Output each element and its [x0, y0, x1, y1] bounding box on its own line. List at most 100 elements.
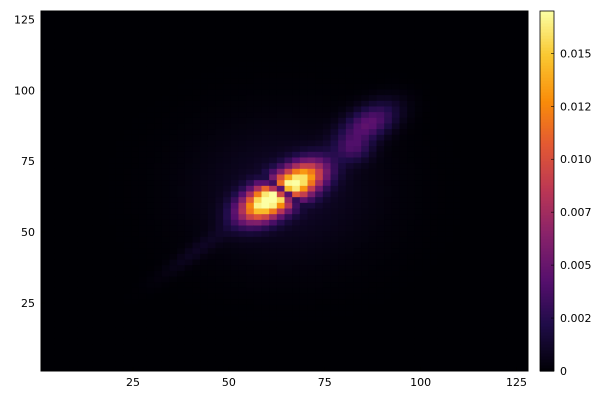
heatmap-cell — [100, 253, 109, 260]
heatmap-cell — [376, 54, 385, 62]
heatmap-cell — [422, 281, 431, 288]
colorbar-swatch — [540, 134, 554, 138]
heatmap-cell — [483, 100, 493, 107]
heatmap-cell — [368, 162, 378, 169]
heatmap-cell — [169, 26, 178, 33]
heatmap-cell — [430, 304, 439, 311]
heatmap-cell — [223, 162, 232, 169]
heatmap-cell — [353, 338, 362, 345]
heatmap-cell — [315, 105, 324, 113]
heatmap-cell — [123, 327, 132, 334]
heatmap-cell — [384, 338, 393, 345]
heatmap-cell — [284, 11, 293, 16]
heatmap-cell — [100, 344, 109, 351]
heatmap-cell — [146, 270, 155, 277]
heatmap-cell — [161, 139, 170, 147]
heatmap-cell — [54, 11, 63, 16]
heatmap-cell — [445, 213, 454, 220]
heatmap-cell — [322, 191, 332, 198]
heatmap-cell — [353, 100, 362, 107]
heatmap-cell — [85, 366, 94, 372]
heatmap-cell — [483, 77, 493, 84]
heatmap-cell — [269, 304, 278, 311]
heatmap-cell — [192, 66, 201, 73]
heatmap-cell — [422, 94, 431, 101]
heatmap-cell — [522, 349, 529, 356]
heatmap-cell — [460, 77, 470, 84]
heatmap-cell — [315, 287, 324, 294]
heatmap-cell — [353, 156, 362, 164]
heatmap-cell — [54, 20, 63, 28]
heatmap-cell — [522, 202, 529, 209]
colorbar-swatch — [540, 170, 554, 174]
heatmap-cell — [483, 276, 493, 283]
colorbar-swatch — [540, 68, 554, 72]
heatmap-cell — [414, 327, 424, 334]
heatmap-cell — [238, 355, 247, 362]
heatmap-cell — [54, 191, 63, 198]
heatmap-cell — [499, 247, 508, 254]
heatmap-cell — [506, 145, 516, 152]
heatmap-cell — [146, 145, 155, 152]
heatmap-cell — [422, 276, 431, 283]
heatmap-cell — [330, 344, 339, 351]
heatmap-cell — [407, 196, 416, 203]
heatmap-cell — [77, 185, 86, 192]
heatmap-cell — [154, 344, 163, 351]
heatmap-cell — [161, 37, 170, 45]
heatmap-cell — [422, 26, 431, 33]
heatmap-cell — [460, 122, 470, 130]
heatmap-cell — [468, 122, 477, 130]
heatmap-cell — [115, 94, 124, 101]
heatmap-cell — [41, 54, 48, 62]
heatmap-cell — [391, 83, 401, 90]
heatmap-cell — [399, 242, 408, 249]
heatmap-cell — [506, 20, 516, 28]
heatmap-cell — [292, 49, 301, 56]
heatmap-cell — [154, 264, 163, 271]
heatmap-cell — [491, 253, 500, 260]
heatmap-cell — [460, 105, 470, 113]
heatmap-cell — [92, 156, 101, 164]
heatmap-cell — [391, 196, 401, 203]
heatmap-cell — [200, 361, 209, 368]
heatmap-cell — [123, 162, 132, 169]
heatmap-cell — [115, 327, 124, 334]
heatmap-cell — [177, 26, 186, 33]
heatmap-cell — [307, 49, 316, 56]
heatmap-cell — [284, 361, 293, 368]
heatmap-cell — [491, 293, 500, 300]
heatmap-cell — [460, 134, 470, 141]
heatmap-cell — [69, 225, 78, 232]
heatmap-cell — [154, 225, 163, 232]
heatmap-cell — [345, 134, 355, 141]
heatmap-cell — [368, 173, 378, 181]
heatmap-cell — [184, 338, 193, 345]
heatmap-cell — [460, 71, 470, 79]
heatmap-cell — [330, 49, 339, 56]
heatmap-cell — [108, 327, 117, 334]
heatmap-cell — [246, 66, 255, 73]
heatmap-cell — [154, 253, 163, 260]
heatmap-cell — [422, 162, 431, 169]
heatmap-cell — [483, 264, 493, 271]
heatmap-cell — [299, 145, 309, 152]
heatmap-cell — [407, 191, 416, 198]
heatmap-cell — [391, 94, 401, 101]
heatmap-cell — [41, 196, 48, 203]
heatmap-cell — [330, 219, 339, 226]
heatmap-cell — [353, 94, 362, 101]
heatmap-cell — [62, 145, 71, 152]
heatmap-cell — [215, 230, 224, 237]
heatmap-cell — [261, 139, 270, 147]
heatmap-cell — [230, 156, 239, 164]
heatmap-cell — [315, 298, 324, 305]
heatmap-cell — [315, 327, 324, 334]
heatmap-cell — [169, 236, 178, 243]
heatmap-cell — [131, 332, 140, 339]
heatmap-cell — [131, 196, 140, 203]
heatmap-cell — [322, 162, 332, 169]
heatmap-cell — [514, 208, 523, 215]
heatmap-cell — [154, 60, 163, 67]
heatmap-cell — [246, 173, 255, 181]
